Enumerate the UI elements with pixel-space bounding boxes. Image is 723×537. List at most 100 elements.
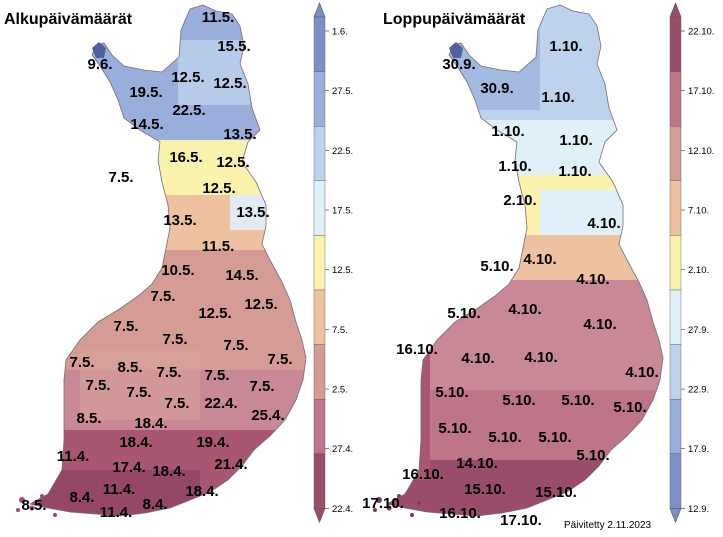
date-label: 12.5. bbox=[171, 69, 204, 86]
colorbar-segment bbox=[669, 16, 682, 72]
panel-title-end: Loppupäivämäärät bbox=[383, 11, 526, 28]
date-label: 19.5. bbox=[129, 84, 162, 101]
date-label: 15.10. bbox=[535, 484, 577, 501]
northwest-arm-start bbox=[92, 42, 106, 58]
colorbar-tick-label: 2.5. bbox=[332, 385, 348, 396]
colorbar-segment bbox=[313, 180, 326, 236]
date-label: 8.5. bbox=[76, 410, 101, 427]
date-label: 5.10. bbox=[538, 429, 571, 446]
colorbar-segment bbox=[669, 235, 682, 291]
date-label: 5.10. bbox=[447, 305, 480, 322]
date-label: 7.5. bbox=[156, 364, 181, 381]
date-label: 19.4. bbox=[196, 434, 229, 451]
date-label: 17.4. bbox=[112, 459, 145, 476]
date-label: 8.4. bbox=[142, 496, 167, 513]
date-label: 13.5. bbox=[163, 212, 196, 229]
date-label: 7.5. bbox=[223, 337, 248, 354]
panel-title-start: Alkupäivämäärät bbox=[4, 11, 133, 28]
colorbar-bottom-arrow bbox=[313, 508, 326, 524]
date-label: 8.5. bbox=[117, 359, 142, 376]
colorbar-segment bbox=[669, 399, 682, 455]
date-label: 7.5. bbox=[108, 169, 133, 186]
colorbar-segment bbox=[313, 289, 326, 345]
date-label: 1.10. bbox=[491, 123, 524, 140]
date-label: 7.5. bbox=[113, 318, 138, 335]
date-label: 5.10. bbox=[576, 447, 609, 464]
date-label: 16.10. bbox=[439, 505, 481, 522]
date-label: 5.10. bbox=[488, 429, 521, 446]
date-label: 14.5. bbox=[130, 116, 163, 133]
date-label: 22.5. bbox=[172, 102, 205, 119]
date-label: 5.10. bbox=[435, 384, 468, 401]
colorbar-segment bbox=[313, 71, 326, 127]
colorbar-tick-label: 27.9. bbox=[688, 325, 709, 336]
colorbar-tick-label: 27.5. bbox=[332, 86, 353, 97]
date-label: 1.10. bbox=[558, 163, 591, 180]
date-label: 4.10. bbox=[523, 251, 556, 268]
date-label: 1.10. bbox=[559, 132, 592, 149]
date-label: 9.6. bbox=[87, 56, 112, 73]
date-label: 30.9. bbox=[480, 80, 513, 97]
northwest-arm-end bbox=[449, 42, 463, 58]
colorbar-tick-label: 22.9. bbox=[688, 385, 709, 396]
date-label: 13.5. bbox=[236, 204, 269, 221]
colorbar-segment bbox=[669, 453, 682, 509]
colorbar-tick-label: 17.9. bbox=[688, 444, 709, 455]
colorbar-tick-label: 17.10. bbox=[688, 86, 714, 97]
date-label: 4.10. bbox=[576, 271, 609, 288]
colorbar-segment bbox=[669, 344, 682, 400]
date-label: 4.10. bbox=[625, 364, 658, 381]
date-label: 18.4. bbox=[185, 483, 218, 500]
colorbar-segment bbox=[313, 235, 326, 291]
islands-start bbox=[16, 494, 64, 517]
date-label: 4.10. bbox=[508, 301, 541, 318]
date-label: 16.5. bbox=[169, 149, 202, 166]
colorbar-segment bbox=[669, 180, 682, 236]
date-label: 14.5. bbox=[225, 267, 258, 284]
date-label: 5.10. bbox=[480, 258, 513, 275]
colorbar-tick-label: 12.5. bbox=[332, 265, 353, 276]
date-label: 12.5. bbox=[244, 296, 277, 313]
date-label: 13.5. bbox=[223, 126, 256, 143]
date-label: 8.5. bbox=[21, 497, 46, 514]
colorbar-segment bbox=[313, 16, 326, 72]
date-label: 18.4. bbox=[134, 415, 167, 432]
colorbar-tick-label: 22.10. bbox=[688, 27, 714, 38]
date-label: 8.4. bbox=[69, 489, 94, 506]
date-label: 7.5. bbox=[69, 354, 94, 371]
colorbar-start: 1.6. 27.5. 22.5. 17.5. 12.5. 7.5. 2.5. 27.4. 22.… bbox=[313, 2, 353, 524]
date-label: 12.5. bbox=[213, 75, 246, 92]
date-label: 12.5. bbox=[198, 305, 231, 322]
date-label: 4.10. bbox=[583, 316, 616, 333]
colorbar-tick-label: 7.5. bbox=[332, 325, 348, 336]
map-end-dates bbox=[373, 4, 664, 517]
colorbar-segment bbox=[313, 344, 326, 400]
date-label: 17.10. bbox=[500, 512, 542, 529]
labels-start: 11.5. 9.6. 15.5. 12.5. 12.5. 19.5. 22.5. 14.5. 1… bbox=[21, 9, 292, 521]
colorbar-segment bbox=[669, 125, 682, 181]
date-label: 11.5. bbox=[202, 9, 235, 26]
date-label: 7.5. bbox=[249, 378, 274, 395]
colorbar-tick-label: 1.6. bbox=[332, 27, 348, 38]
date-label: 1.10. bbox=[541, 89, 574, 106]
date-label: 15.10. bbox=[464, 481, 506, 498]
date-label: 7.5. bbox=[162, 331, 187, 348]
colorbar-tick-label: 22.4. bbox=[332, 504, 353, 515]
colorbar-tick-label: 12.10. bbox=[688, 146, 714, 157]
date-label: 11.4. bbox=[103, 481, 136, 498]
date-label: 25.4. bbox=[251, 407, 284, 424]
date-label: 12.5. bbox=[216, 154, 249, 171]
date-label: 21.4. bbox=[214, 456, 247, 473]
date-label: 12.5. bbox=[202, 180, 235, 197]
colorbar-segment bbox=[313, 399, 326, 455]
date-label: 7.5. bbox=[85, 377, 110, 394]
date-label: 18.4. bbox=[152, 463, 185, 480]
date-label: 11.4. bbox=[57, 448, 90, 465]
date-label: 7.5. bbox=[126, 384, 151, 401]
updated-date: Päivitetty 2.11.2023 bbox=[564, 520, 652, 531]
colorbar-tick-label: 22.5. bbox=[332, 146, 353, 157]
colorbar-tick-label: 7.10. bbox=[688, 206, 709, 217]
date-label: 5.10. bbox=[502, 392, 535, 409]
date-label: 1.10. bbox=[549, 38, 582, 55]
